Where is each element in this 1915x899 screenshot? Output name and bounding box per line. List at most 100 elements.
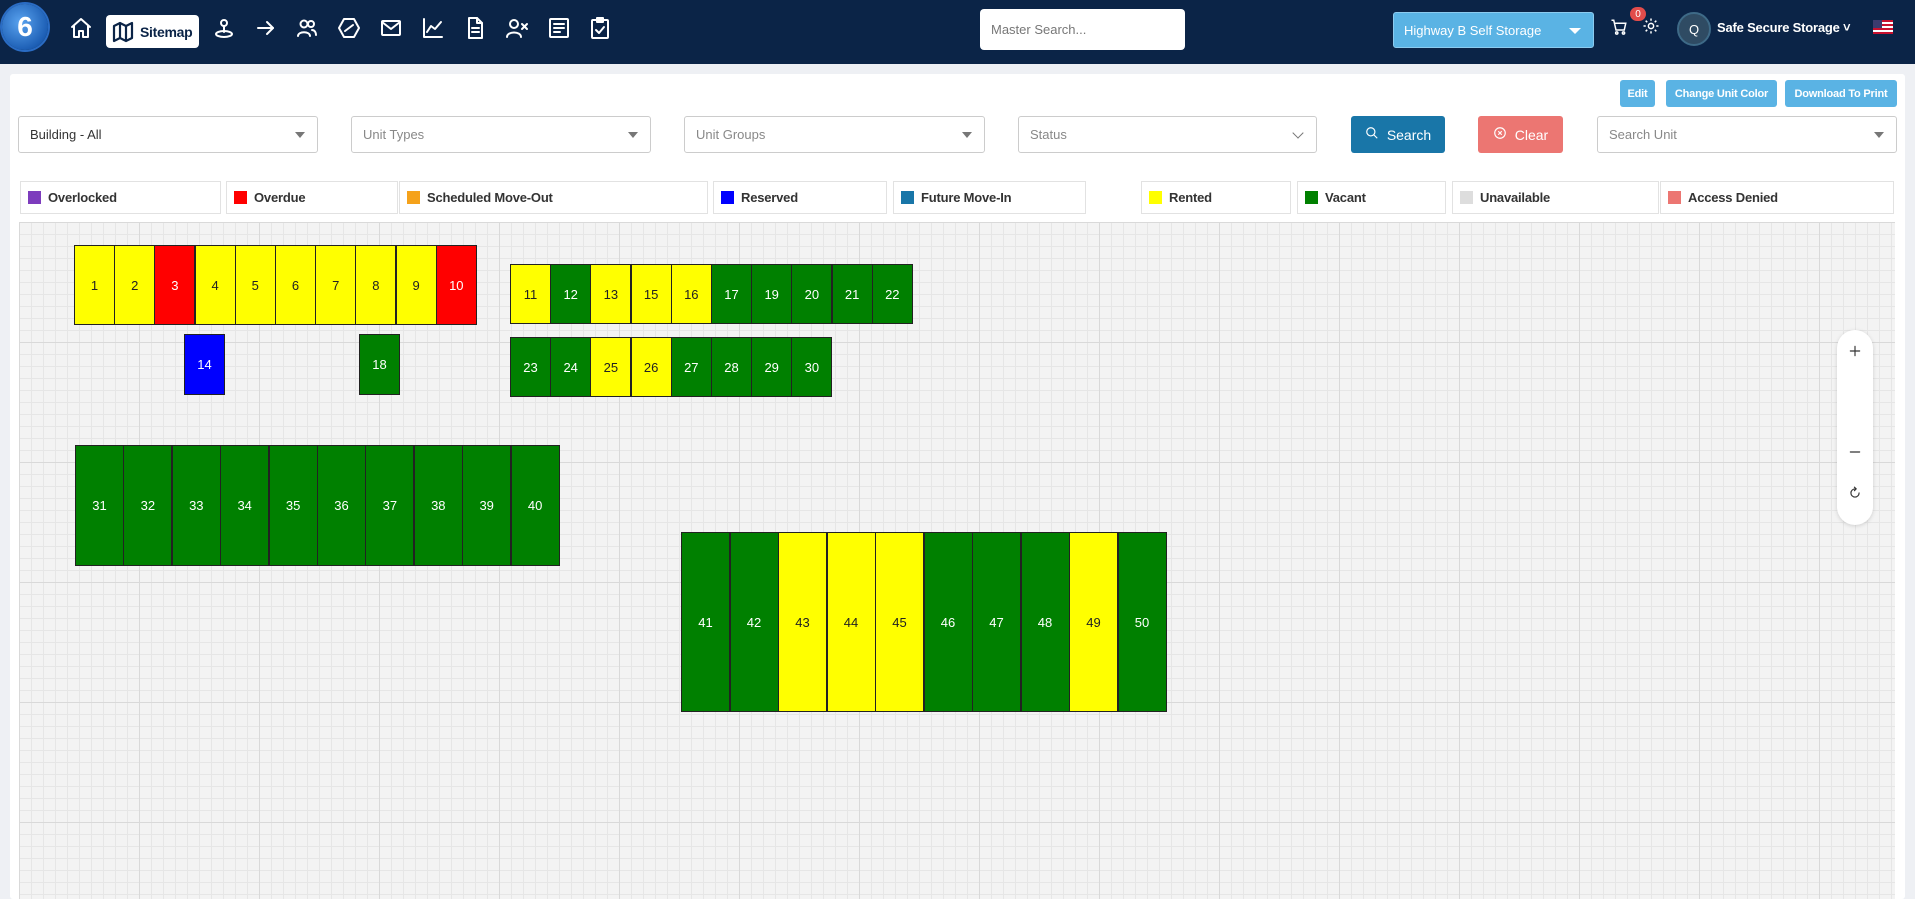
storage-unit-39[interactable]: 39: [462, 445, 512, 566]
refresh-icon: [1850, 486, 1860, 498]
storage-unit-30[interactable]: 30: [791, 337, 833, 397]
storage-unit-19[interactable]: 19: [751, 264, 793, 324]
us-flag-icon[interactable]: [1873, 20, 1893, 34]
edit-button[interactable]: Edit: [1620, 80, 1655, 107]
storage-unit-17[interactable]: 17: [711, 264, 752, 324]
storage-unit-36[interactable]: 36: [317, 445, 366, 566]
legend-item: Overlocked: [20, 181, 221, 214]
storage-unit-42[interactable]: 42: [729, 532, 779, 712]
facility-select[interactable]: Highway B Self Storage: [1393, 12, 1594, 48]
legend-swatch: [407, 191, 420, 204]
storage-unit-3[interactable]: 3: [154, 245, 196, 325]
storage-unit-29[interactable]: 29: [751, 337, 793, 397]
storage-unit-25[interactable]: 25: [590, 337, 632, 397]
storage-unit-13[interactable]: 13: [590, 264, 632, 324]
clear-button-label: Clear: [1514, 126, 1549, 143]
storage-unit-44[interactable]: 44: [826, 532, 876, 712]
notes-icon[interactable]: [545, 14, 573, 42]
search-unit-select[interactable]: Search Unit: [1597, 116, 1897, 153]
storage-unit-45[interactable]: 45: [875, 532, 924, 712]
storage-unit-10[interactable]: 10: [435, 245, 477, 325]
search-button[interactable]: Search: [1351, 116, 1445, 153]
user-menu[interactable]: Safe Secure Storage ˅: [1717, 20, 1851, 35]
storage-unit-38[interactable]: 38: [413, 445, 463, 566]
mail-icon[interactable]: [377, 14, 405, 42]
storage-unit-20[interactable]: 20: [791, 264, 833, 324]
storage-unit-1[interactable]: 1: [74, 245, 115, 325]
storage-unit-23[interactable]: 23: [510, 337, 551, 397]
arrow-right-icon[interactable]: [252, 14, 280, 42]
storage-unit-46[interactable]: 46: [923, 532, 973, 712]
storage-unit-27[interactable]: 27: [670, 337, 712, 397]
search-button-label: Search: [1386, 126, 1432, 143]
legend-swatch: [28, 191, 41, 204]
location-pin-icon[interactable]: [210, 14, 238, 42]
storage-unit-14[interactable]: 14: [184, 334, 225, 395]
zoom-in-button[interactable]: [1837, 333, 1873, 369]
storage-unit-31[interactable]: 31: [75, 445, 124, 566]
task-check-icon[interactable]: [586, 14, 614, 42]
storage-unit-50[interactable]: 50: [1117, 532, 1167, 712]
storage-unit-28[interactable]: 28: [711, 337, 752, 397]
building-select[interactable]: Building - All: [18, 116, 318, 153]
storage-unit-37[interactable]: 37: [365, 445, 415, 566]
legend-swatch: [1668, 191, 1681, 204]
storage-unit-35[interactable]: 35: [268, 445, 318, 566]
users-icon[interactable]: [293, 14, 321, 42]
status-select[interactable]: Status: [1018, 116, 1317, 153]
storage-unit-48[interactable]: 48: [1020, 532, 1070, 712]
storage-unit-24[interactable]: 24: [550, 337, 592, 397]
unit-types-select[interactable]: Unit Types: [351, 116, 651, 153]
zoom-out-button[interactable]: [1837, 434, 1873, 470]
storage-unit-43[interactable]: 43: [778, 532, 827, 712]
storage-unit-26[interactable]: 26: [630, 337, 672, 397]
storage-unit-2[interactable]: 2: [114, 245, 156, 325]
storage-unit-16[interactable]: 16: [670, 264, 712, 324]
sitemap-button[interactable]: Sitemap: [106, 15, 199, 48]
legend-item: Overdue: [226, 181, 398, 214]
legend-swatch: [1149, 191, 1162, 204]
storage-unit-8[interactable]: 8: [355, 245, 397, 325]
storage-unit-5[interactable]: 5: [234, 245, 276, 325]
storage-unit-18[interactable]: 18: [359, 334, 400, 395]
gear-icon[interactable]: [1642, 17, 1662, 37]
avatar[interactable]: Q: [1677, 12, 1711, 46]
storage-unit-40[interactable]: 40: [510, 445, 560, 566]
chevron-down-icon: [1292, 127, 1304, 139]
legend-item: Access Denied: [1660, 181, 1894, 214]
reset-zoom-button[interactable]: [1837, 475, 1873, 511]
storage-unit-33[interactable]: 33: [171, 445, 221, 566]
app-logo[interactable]: 6: [2, 4, 48, 50]
home-icon[interactable]: [67, 14, 95, 42]
storage-unit-15[interactable]: 15: [630, 264, 672, 324]
legend-swatch: [234, 191, 247, 204]
search-icon: [1365, 126, 1379, 143]
storage-unit-41[interactable]: 41: [681, 532, 730, 712]
storage-unit-12[interactable]: 12: [550, 264, 592, 324]
download-to-print-button[interactable]: Download To Print: [1785, 80, 1897, 107]
legend-label: Scheduled Move-Out: [427, 190, 553, 205]
storage-unit-34[interactable]: 34: [220, 445, 270, 566]
storage-unit-11[interactable]: 11: [510, 264, 551, 324]
document-icon[interactable]: [461, 14, 489, 42]
storage-unit-7[interactable]: 7: [315, 245, 357, 325]
storage-unit-22[interactable]: 22: [871, 264, 913, 324]
storage-unit-4[interactable]: 4: [194, 245, 236, 325]
user-remove-icon[interactable]: [503, 14, 531, 42]
storage-unit-32[interactable]: 32: [123, 445, 173, 566]
storage-unit-49[interactable]: 49: [1069, 532, 1118, 712]
cart-count-badge: 0: [1630, 7, 1646, 21]
unit-groups-select[interactable]: Unit Groups: [684, 116, 985, 153]
storage-unit-6[interactable]: 6: [275, 245, 316, 325]
legend-label: Overdue: [254, 190, 306, 205]
chart-line-icon[interactable]: [419, 14, 447, 42]
storage-unit-9[interactable]: 9: [395, 245, 437, 325]
cart-icon[interactable]: [1610, 18, 1630, 38]
change-unit-color-button[interactable]: Change Unit Color: [1666, 80, 1777, 107]
status-placeholder: Status: [1030, 127, 1067, 142]
hexagon-icon[interactable]: [335, 14, 363, 42]
master-search-input[interactable]: [980, 9, 1185, 50]
storage-unit-21[interactable]: 21: [831, 264, 873, 324]
storage-unit-47[interactable]: 47: [972, 532, 1021, 712]
clear-button[interactable]: Clear: [1478, 116, 1563, 153]
